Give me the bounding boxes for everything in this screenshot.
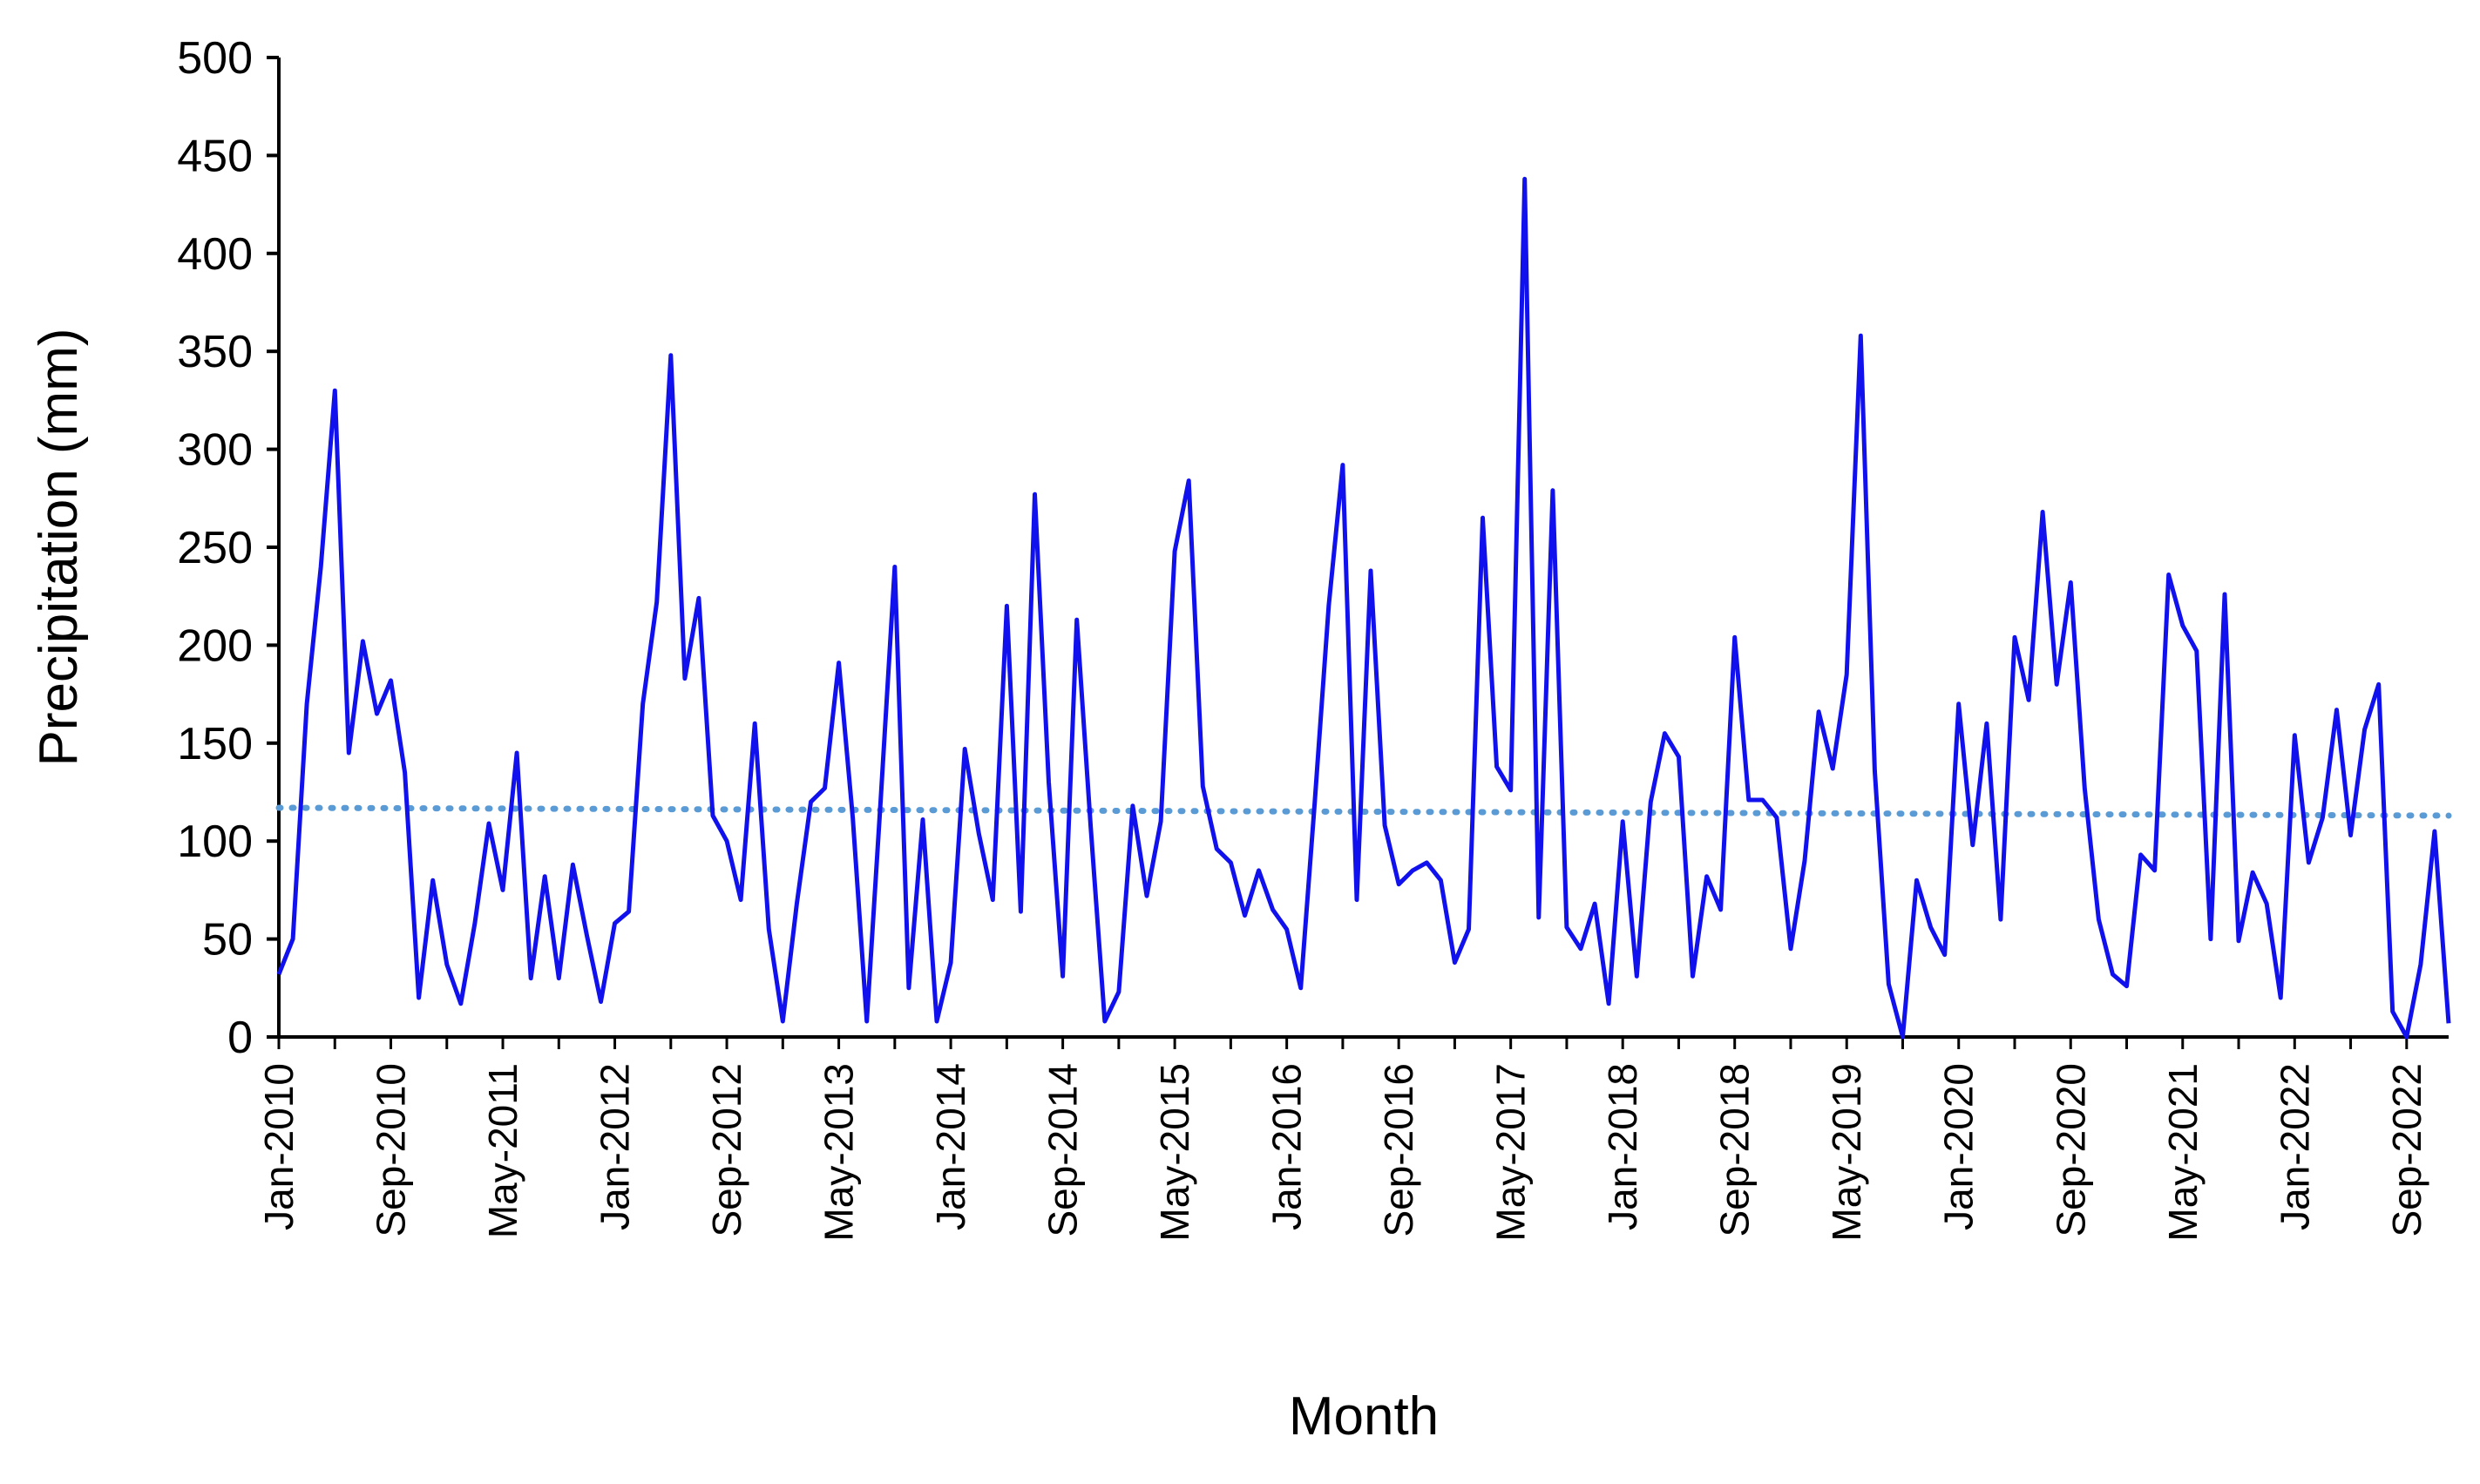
x-tick-label: Sep-2012 (704, 1063, 749, 1237)
x-tick-label: May-2019 (1824, 1063, 1869, 1242)
x-tick-label: Jan-2010 (256, 1063, 302, 1230)
y-axis-title: Precipitation (mm) (29, 329, 89, 767)
x-tick-label: Jan-2020 (1936, 1063, 1982, 1230)
x-axis-title: Month (1289, 1386, 1439, 1447)
x-tick-label: May-2011 (480, 1063, 525, 1238)
x-tick-label: Sep-2016 (1376, 1063, 1421, 1237)
y-tick-label: 350 (177, 327, 253, 377)
x-tick-label: May-2015 (1152, 1063, 1197, 1242)
y-tick-label: 400 (177, 229, 253, 280)
x-tick-label: Sep-2022 (2384, 1063, 2429, 1237)
x-tick-label: Sep-2014 (1040, 1063, 1086, 1237)
x-tick-label: Jan-2014 (928, 1063, 973, 1230)
y-tick-label: 200 (177, 620, 253, 671)
trendline (275, 804, 2452, 819)
y-tick-label: 500 (177, 33, 253, 84)
x-tick-label: Jan-2022 (2272, 1063, 2317, 1230)
y-tick-label: 0 (227, 1013, 253, 1063)
y-tick-label: 250 (177, 523, 253, 573)
x-tick-label: Sep-2010 (369, 1063, 414, 1237)
x-tick-label: Sep-2018 (1712, 1063, 1758, 1237)
x-tick-label: Sep-2020 (2048, 1063, 2093, 1237)
x-tick-label: May-2017 (1488, 1063, 1534, 1242)
precipitation-line (276, 176, 2451, 1040)
x-tick-label: May-2021 (2160, 1063, 2206, 1242)
y-tick-label: 150 (177, 719, 253, 769)
x-axis-ticks: Jan-2010 Sep-2010 May-2011 Jan-2012 Sep-2012… (256, 1037, 2429, 1242)
y-axis-ticks: 0 50 100 150 200 250 300 350 400 450 500 (177, 33, 279, 1063)
y-tick-label: 450 (177, 131, 253, 181)
x-tick-label: May-2013 (817, 1063, 862, 1242)
x-tick-label: Jan-2016 (1264, 1063, 1310, 1230)
y-tick-label: 100 (177, 817, 253, 867)
y-tick-label: 300 (177, 425, 253, 476)
y-tick-label: 50 (202, 915, 253, 966)
series-layer (275, 176, 2452, 1040)
x-tick-label: Jan-2018 (1600, 1063, 1645, 1230)
x-tick-label: Jan-2012 (593, 1063, 638, 1230)
